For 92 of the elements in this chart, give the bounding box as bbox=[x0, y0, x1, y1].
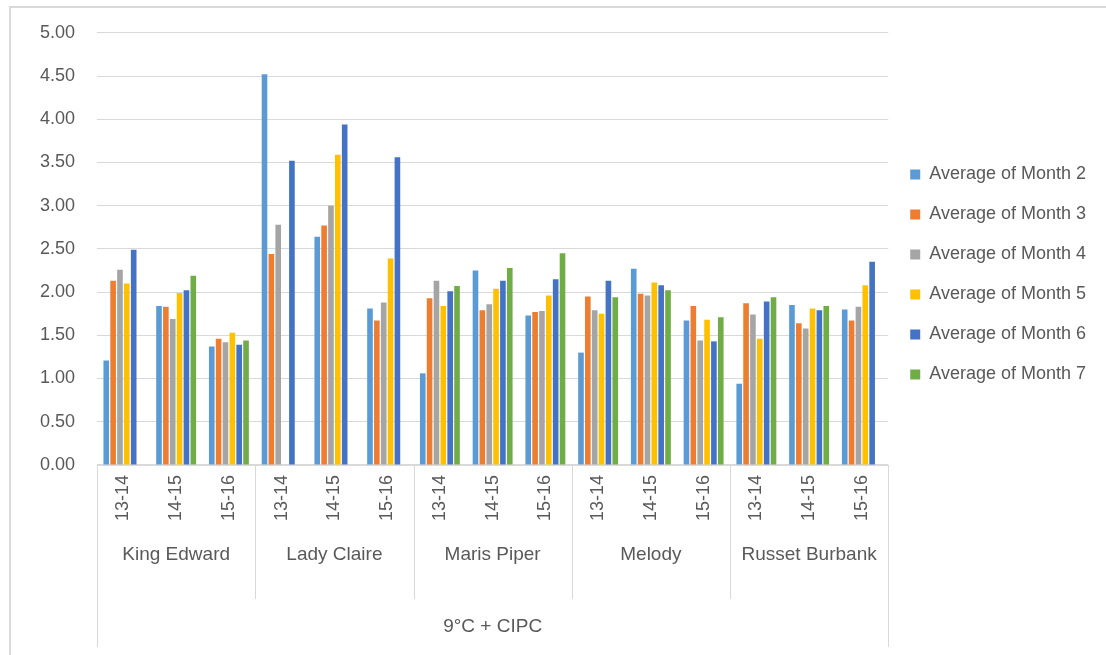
bar bbox=[156, 305, 162, 465]
x-tick-label: 14-15 bbox=[481, 474, 502, 522]
bar bbox=[419, 373, 426, 465]
bar bbox=[486, 304, 493, 465]
bar bbox=[612, 297, 619, 465]
x-tick-label: 13-14 bbox=[270, 474, 291, 522]
bar bbox=[743, 303, 749, 465]
legend-label: Average of Month 3 bbox=[929, 203, 1087, 224]
text: King Edward bbox=[122, 542, 231, 564]
y-tick-label: 0.50 bbox=[39, 410, 76, 431]
y-tick-label: 0.00 bbox=[39, 453, 76, 474]
bar bbox=[658, 285, 664, 465]
legend-label: Average of Month 4 bbox=[929, 243, 1087, 264]
legend-label: Average of Month 2 bbox=[929, 163, 1087, 184]
bar bbox=[314, 236, 321, 465]
bar bbox=[110, 280, 116, 465]
x-tick-label: 15-16 bbox=[534, 474, 555, 522]
text: Melody bbox=[620, 542, 682, 564]
bar bbox=[190, 275, 197, 465]
bar bbox=[124, 283, 130, 465]
x-tick-label: 15-16 bbox=[376, 474, 397, 522]
x-tick-label: 14-15 bbox=[639, 474, 660, 522]
bar bbox=[711, 341, 717, 465]
bar bbox=[736, 383, 743, 465]
legend-label: Average of Month 5 bbox=[929, 283, 1087, 304]
y-tick-label: 3.50 bbox=[39, 151, 76, 172]
bar bbox=[130, 249, 137, 465]
bar bbox=[539, 311, 545, 465]
y-tick-label: 1.00 bbox=[39, 367, 76, 388]
x-tick-label: 14-15 bbox=[165, 474, 186, 522]
bar bbox=[525, 315, 532, 465]
bar bbox=[841, 309, 848, 465]
bar bbox=[500, 280, 506, 465]
y-tick-label: 3.00 bbox=[39, 194, 76, 215]
x-tick-label: 14-15 bbox=[798, 474, 819, 522]
bar bbox=[717, 317, 724, 465]
text: Lady Claire bbox=[286, 542, 383, 564]
bar bbox=[506, 267, 513, 465]
bar bbox=[275, 224, 282, 465]
bar bbox=[493, 288, 499, 465]
x-tick-label: 15-16 bbox=[692, 474, 713, 522]
text: Russet Burbank bbox=[741, 542, 878, 564]
bar bbox=[243, 340, 249, 465]
bar bbox=[367, 308, 373, 465]
y-tick-label: 5.00 bbox=[39, 21, 76, 42]
y-tick-label: 2.00 bbox=[39, 281, 76, 302]
bar bbox=[447, 291, 453, 465]
bar bbox=[750, 314, 756, 465]
bar bbox=[823, 305, 830, 465]
bar bbox=[208, 346, 215, 465]
x-tick-label: 15-16 bbox=[217, 474, 238, 522]
bar bbox=[321, 225, 327, 465]
bar bbox=[697, 340, 703, 465]
bar bbox=[169, 318, 176, 465]
y-tick-label: 1.50 bbox=[39, 324, 76, 345]
bar bbox=[591, 310, 598, 465]
bar bbox=[789, 305, 795, 465]
x-tick-label: 15-16 bbox=[850, 474, 871, 522]
bar bbox=[665, 290, 671, 465]
legend-label: Average of Month 7 bbox=[929, 363, 1087, 384]
bar bbox=[796, 323, 802, 465]
bar bbox=[704, 319, 710, 465]
x-tick-label: 13-14 bbox=[745, 474, 766, 522]
legend-label: Average of Month 6 bbox=[929, 323, 1087, 344]
bar bbox=[117, 269, 123, 465]
x-tick-label: 14-15 bbox=[323, 474, 344, 522]
bar bbox=[328, 205, 334, 465]
bar bbox=[454, 286, 460, 465]
bar bbox=[163, 306, 169, 465]
bar bbox=[236, 344, 242, 465]
x-tick-label: 13-14 bbox=[428, 474, 449, 522]
bar bbox=[862, 285, 869, 465]
text: Maris Piper bbox=[444, 542, 542, 564]
bar bbox=[374, 320, 380, 465]
bar bbox=[380, 302, 387, 465]
bar bbox=[546, 295, 552, 465]
bar bbox=[532, 311, 538, 465]
bar bbox=[756, 338, 763, 465]
bar bbox=[869, 261, 875, 465]
y-tick-label: 2.50 bbox=[39, 237, 76, 258]
bar bbox=[335, 154, 341, 465]
bar bbox=[630, 268, 637, 465]
x-tick-label: 13-14 bbox=[112, 474, 133, 522]
bar bbox=[578, 352, 584, 465]
text: 9°C + CIPC bbox=[443, 614, 543, 636]
y-tick-label: 4.50 bbox=[39, 64, 76, 85]
bar bbox=[585, 296, 591, 465]
y-tick-label: 4.00 bbox=[39, 108, 76, 129]
bar bbox=[103, 360, 110, 465]
x-tick-label: 13-14 bbox=[587, 474, 608, 522]
bar bbox=[651, 282, 658, 465]
bar bbox=[289, 160, 295, 465]
